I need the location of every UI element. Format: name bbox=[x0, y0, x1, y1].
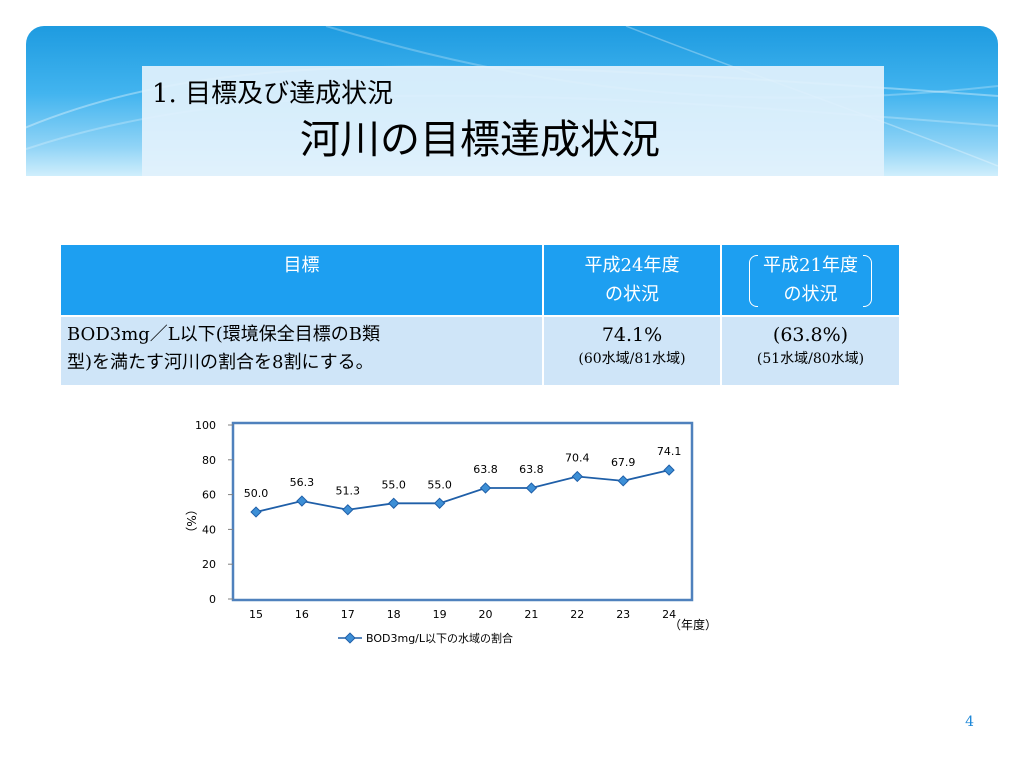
goal-table-header-row: 目標 平成24年度 の状況 平成21年度 の状況 bbox=[61, 245, 899, 317]
title-panel bbox=[142, 66, 884, 176]
y-tick-label: 0 bbox=[209, 593, 216, 606]
section-subtitle: 1. 目標及び達成状況 bbox=[152, 79, 394, 109]
y-tick-label: 20 bbox=[202, 558, 216, 571]
legend-marker bbox=[344, 632, 356, 644]
x-tick-label: 17 bbox=[341, 608, 355, 621]
data-label: 63.8 bbox=[519, 463, 544, 476]
data-label: 55.0 bbox=[381, 478, 406, 491]
data-point bbox=[388, 497, 400, 509]
goal-table-row: BOD3mg／L以下(環境保全目標のB類 型)を満たす河川の割合を8割にする。 … bbox=[61, 317, 899, 385]
data-point bbox=[342, 504, 354, 516]
x-tick-label: 22 bbox=[570, 608, 584, 621]
header-h21-bracket-group: 平成21年度 の状況 bbox=[749, 251, 872, 309]
header-goal-label: 目標 bbox=[283, 255, 320, 276]
legend-label: BOD3mg/L以下の水域の割合 bbox=[366, 631, 513, 645]
h21-value: (63.8%) bbox=[772, 324, 849, 346]
series-group: 50.0 56.3 51.3 55.0 55.0 63.8 63.8 70.4 67.9 74.1 bbox=[244, 445, 682, 518]
page-title: 河川の目標達成状況 bbox=[300, 117, 660, 163]
x-tick-label: 16 bbox=[295, 608, 309, 621]
data-point bbox=[433, 497, 446, 509]
data-label: 70.4 bbox=[565, 452, 590, 465]
h24-value: 74.1% bbox=[601, 324, 663, 346]
goal-text-line2: 型)を満たす河川の割合を8割にする。 bbox=[67, 352, 374, 373]
x-tick-label: 23 bbox=[616, 608, 630, 621]
x-axis: 15 16 17 18 19 20 21 22 23 24 bbox=[249, 608, 676, 621]
page-number: 4 bbox=[965, 714, 974, 730]
plot-area bbox=[231, 421, 694, 602]
data-point bbox=[250, 506, 262, 518]
data-label: 74.1 bbox=[657, 445, 682, 458]
series-line bbox=[255, 469, 670, 513]
y-tick-label: 60 bbox=[202, 489, 216, 502]
y-tick-label: 80 bbox=[202, 454, 216, 467]
header-goal: 目標 bbox=[61, 245, 544, 317]
data-point bbox=[617, 475, 629, 487]
x-tick-label: 24 bbox=[662, 608, 676, 621]
x-tick-label: 18 bbox=[387, 608, 401, 621]
data-point bbox=[525, 482, 538, 494]
header-h21-line1: 平成21年度 bbox=[763, 255, 858, 276]
x-tick-label: 20 bbox=[479, 608, 493, 621]
data-point bbox=[479, 482, 492, 494]
goal-table: 目標 平成24年度 の状況 平成21年度 の状況 BOD3mg／L以下(環境保全… bbox=[61, 245, 899, 385]
h24-cell: 74.1% (60水域/81水域) bbox=[544, 317, 722, 385]
data-label: 55.0 bbox=[427, 478, 452, 491]
x-tick-label: 21 bbox=[524, 608, 538, 621]
h21-detail: (51水域/80水域) bbox=[756, 351, 865, 367]
data-label: 50.0 bbox=[244, 487, 269, 500]
goal-text-line1: BOD3mg／L以下(環境保全目標のB類 bbox=[67, 324, 380, 345]
h24-detail: (60水域/81水域) bbox=[578, 351, 686, 367]
x-axis-title: （年度） bbox=[669, 617, 717, 632]
y-axis: 0 20 40 60 80 100 bbox=[195, 419, 233, 606]
y-tick-label: 100 bbox=[195, 419, 216, 432]
header-h24-line1: 平成24年度 bbox=[584, 255, 680, 276]
x-tick-label: 15 bbox=[249, 608, 263, 621]
left-bracket-icon bbox=[749, 255, 759, 307]
header-h21-line2: の状況 bbox=[783, 284, 838, 305]
header-h24: 平成24年度 の状況 bbox=[544, 245, 722, 317]
h21-cell: (63.8%) (51水域/80水域) bbox=[722, 317, 899, 385]
data-label: 67.9 bbox=[611, 456, 636, 469]
data-label: 56.3 bbox=[290, 476, 315, 489]
goal-cell: BOD3mg／L以下(環境保全目標のB類 型)を満たす河川の割合を8割にする。 bbox=[61, 317, 544, 385]
y-axis-title: （%） bbox=[184, 503, 198, 538]
data-label: 63.8 bbox=[473, 463, 498, 476]
data-point bbox=[571, 470, 583, 483]
legend: BOD3mg/L以下の水域の割合 bbox=[338, 631, 513, 645]
data-label: 51.3 bbox=[336, 485, 361, 498]
data-point bbox=[663, 464, 675, 476]
x-tick-label: 19 bbox=[433, 608, 447, 621]
y-tick-label: 40 bbox=[202, 523, 216, 536]
header-h21: 平成21年度 の状況 bbox=[722, 245, 899, 317]
header-h24-line2: の状況 bbox=[605, 284, 659, 305]
data-point bbox=[296, 495, 308, 507]
